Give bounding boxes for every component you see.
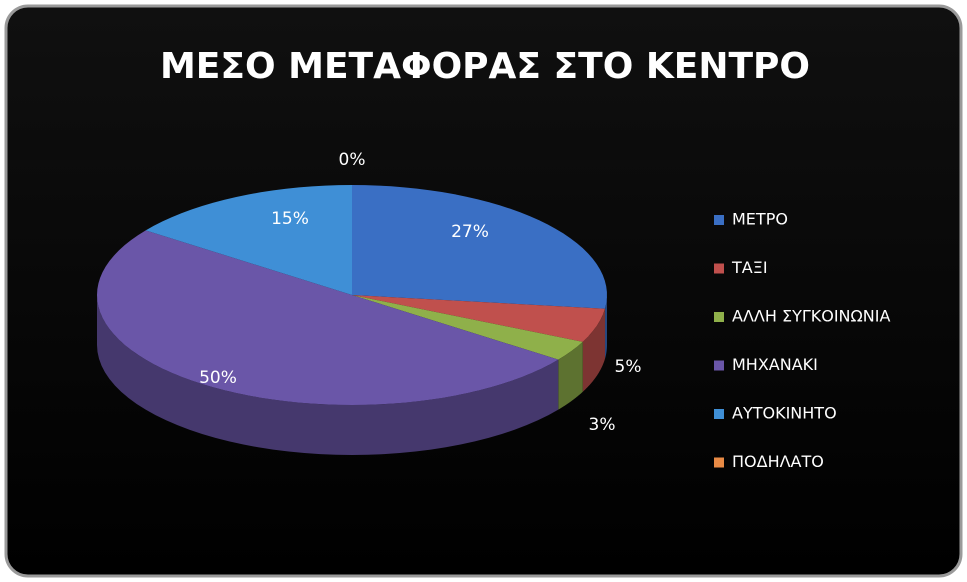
- pie-slice: [352, 185, 607, 309]
- legend-marker: [714, 312, 724, 322]
- data-label: 0%: [339, 150, 366, 170]
- legend-label: ΑΛΛΗ ΣΥΓΚΟΙΝΩΝΙΑ: [732, 307, 890, 326]
- pie-slice: [352, 295, 583, 360]
- legend-label: ΜΕΤΡΟ: [732, 210, 788, 229]
- legend-marker: [714, 457, 724, 468]
- pie-slice-side: [604, 295, 607, 359]
- legend-label: ΜΗΧΑΝΑΚΙ: [732, 355, 818, 374]
- pie-slice: [352, 295, 605, 342]
- legend-marker: [714, 215, 724, 225]
- data-label: 3%: [589, 415, 616, 435]
- pie-slice-side: [582, 308, 605, 392]
- legend-marker: [714, 360, 724, 371]
- pie-slice: [145, 185, 352, 295]
- legend-label: ΑΥΤΟΚΙΝΗΤΟ: [732, 404, 837, 423]
- data-label: 5%: [615, 357, 642, 377]
- pie-slice-side: [558, 341, 583, 410]
- pie-slice: [97, 230, 559, 405]
- chart-title: ΜΕΣΟ ΜΕΤΑΦΟΡΑΣ ΣΤΟ ΚΕΝΤΡΟ: [160, 46, 810, 87]
- legend-marker: [714, 263, 724, 274]
- data-label: 27%: [451, 222, 489, 242]
- legend-marker: [714, 409, 724, 419]
- legend-label: ΠΟΔΗΛΑΤΟ: [732, 452, 824, 471]
- data-label: 15%: [271, 209, 309, 229]
- legend-label: ΤΑΞΙ: [731, 258, 768, 277]
- pie-slice-side: [97, 295, 559, 455]
- data-label: 50%: [199, 368, 237, 388]
